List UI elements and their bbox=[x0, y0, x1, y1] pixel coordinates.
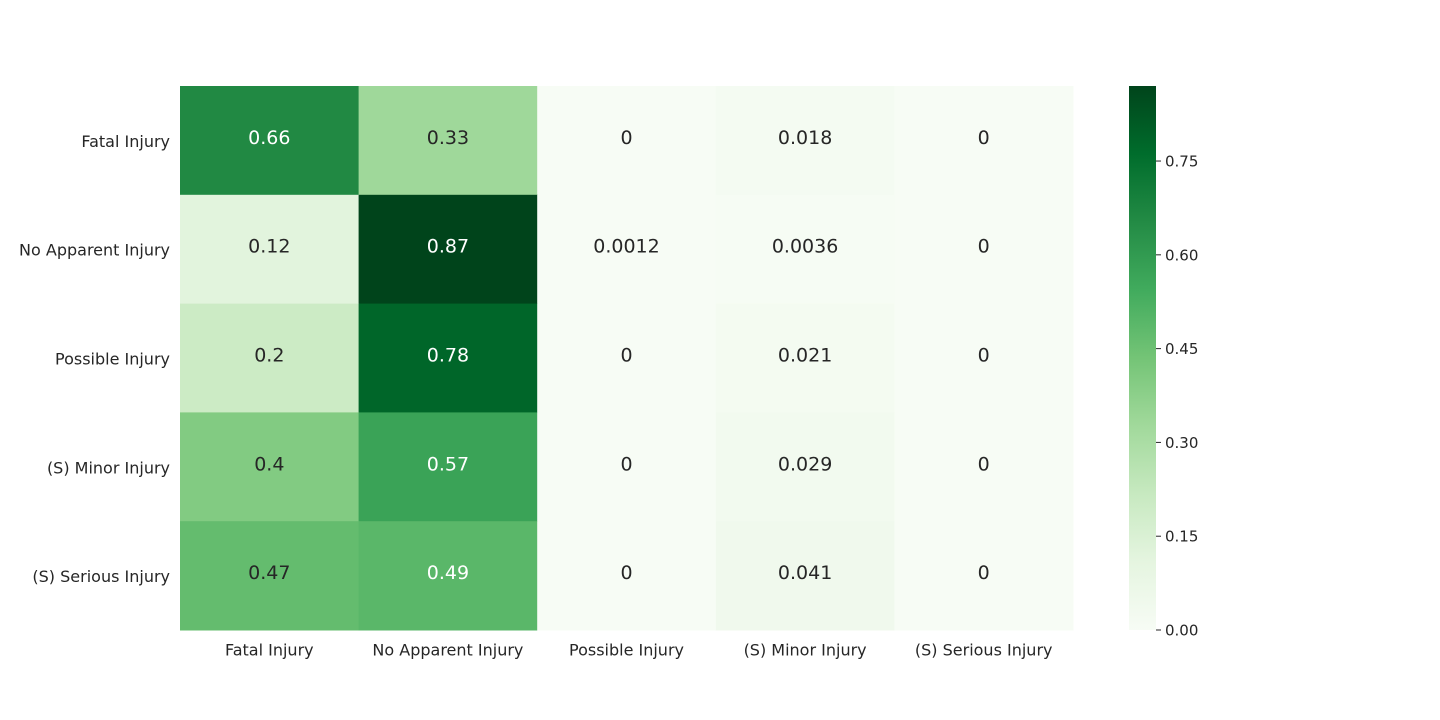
colorbar-tick-label: 0.45 bbox=[1165, 340, 1198, 358]
cell-value-label: 0.33 bbox=[427, 127, 469, 149]
heatmap-cell bbox=[715, 86, 895, 196]
colorbar-tick-label: 0.30 bbox=[1165, 434, 1198, 452]
cell-value-label: 0.0012 bbox=[593, 236, 659, 258]
heatmap-cell bbox=[715, 303, 895, 413]
heatmap-cell bbox=[894, 194, 1074, 305]
colorbar-tick-label: 0.75 bbox=[1165, 153, 1198, 171]
y-tick-label: (S) Serious Injury bbox=[32, 567, 170, 586]
cell-value-label: 0.87 bbox=[427, 236, 469, 258]
colorbar-tick-label: 0.15 bbox=[1165, 528, 1198, 546]
heatmap-cell bbox=[537, 521, 717, 631]
heatmap-cell bbox=[894, 303, 1074, 413]
cell-value-label: 0.0036 bbox=[772, 236, 838, 258]
cell-value-label: 0.018 bbox=[778, 127, 832, 149]
heatmap-cell bbox=[537, 194, 717, 305]
x-tick-label: (S) Minor Injury bbox=[744, 641, 867, 660]
cell-value-label: 0 bbox=[978, 236, 990, 258]
heatmap-cell bbox=[358, 86, 538, 196]
y-tick-label: No Apparent Injury bbox=[19, 241, 170, 260]
heatmap-cell bbox=[894, 86, 1074, 196]
colorbar-tick-label: 0.60 bbox=[1165, 246, 1198, 264]
cell-value-label: 0.12 bbox=[248, 236, 290, 258]
cell-value-label: 0.78 bbox=[427, 345, 469, 367]
cell-value-label: 0 bbox=[978, 562, 990, 584]
x-tick-label: No Apparent Injury bbox=[372, 641, 523, 660]
cell-value-label: 0.041 bbox=[778, 562, 832, 584]
heatmap-cell bbox=[715, 194, 895, 305]
y-tick-label: Fatal Injury bbox=[81, 132, 170, 151]
cell-value-label: 0.029 bbox=[778, 453, 832, 475]
heatmap-cell bbox=[358, 303, 538, 413]
y-tick-labels: Fatal Injury No Apparent Injury Possible I… bbox=[19, 132, 170, 586]
x-tick-labels: Fatal Injury No Apparent Injury Possible I… bbox=[225, 641, 1053, 660]
cell-value-label: 0 bbox=[620, 345, 632, 367]
cell-value-label: 0.47 bbox=[248, 562, 290, 584]
heatmap-cell bbox=[894, 412, 1074, 522]
cell-value-label: 0.021 bbox=[778, 345, 832, 367]
y-tick-label: Possible Injury bbox=[55, 350, 170, 369]
cell-value-label: 0 bbox=[978, 345, 990, 367]
heatmap-cell bbox=[180, 303, 360, 413]
x-tick-label: Fatal Injury bbox=[225, 641, 314, 660]
y-tick-label: (S) Minor Injury bbox=[47, 458, 170, 477]
cell-value-label: 0.4 bbox=[254, 453, 284, 475]
heatmap-cell bbox=[537, 86, 717, 196]
heatmap-cells: 0.66 0.33 0 0.018 0 0.12 0.87 0.0012 0.0036 0 0.2 0… bbox=[180, 86, 1074, 631]
colorbar-gradient bbox=[1129, 86, 1156, 630]
cell-value-label: 0 bbox=[620, 562, 632, 584]
heatmap-cell bbox=[715, 412, 895, 522]
x-tick-label: (S) Serious Injury bbox=[915, 641, 1053, 660]
heatmap-cell bbox=[358, 412, 538, 522]
heatmap-cell bbox=[180, 412, 360, 522]
heatmap-cell bbox=[358, 194, 538, 305]
cell-value-label: 0.66 bbox=[248, 127, 290, 149]
cell-value-label: 0 bbox=[978, 127, 990, 149]
heatmap-cell bbox=[537, 412, 717, 522]
heatmap-cell bbox=[180, 86, 360, 196]
cell-value-label: 0 bbox=[978, 453, 990, 475]
colorbar-tick-label: 0.00 bbox=[1165, 622, 1198, 640]
x-tick-label: Possible Injury bbox=[569, 641, 684, 660]
heatmap-cell bbox=[180, 521, 360, 631]
colorbar: 0.00 0.15 0.30 0.45 0.60 0.75 bbox=[1129, 86, 1198, 640]
heatmap-cell bbox=[894, 521, 1074, 631]
heatmap-cell bbox=[537, 303, 717, 413]
cell-value-label: 0 bbox=[620, 453, 632, 475]
cell-value-label: 0.2 bbox=[254, 345, 284, 367]
heatmap-cell bbox=[715, 521, 895, 631]
cell-value-label: 0.49 bbox=[427, 562, 469, 584]
cell-value-label: 0 bbox=[620, 127, 632, 149]
heatmap-cell bbox=[180, 194, 360, 305]
heatmap-cell bbox=[358, 521, 538, 631]
cell-value-label: 0.57 bbox=[427, 453, 469, 475]
